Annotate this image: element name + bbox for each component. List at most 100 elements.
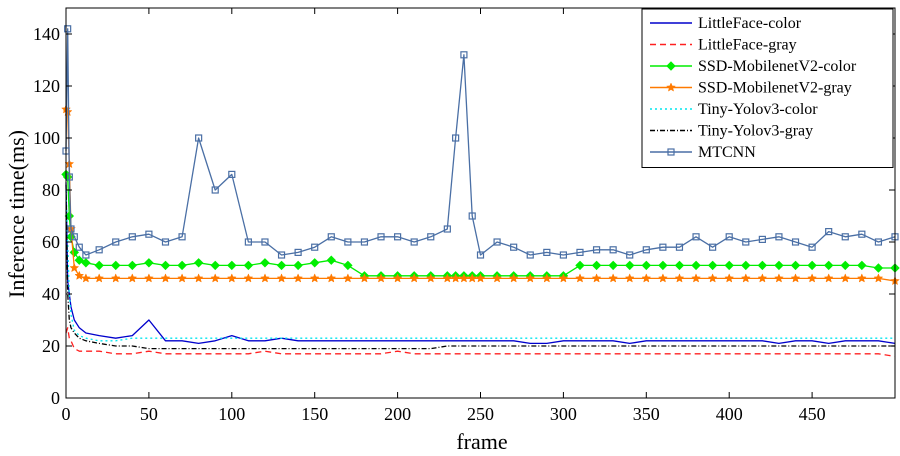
- data-point: [293, 273, 304, 283]
- y-tick-label: 80: [42, 180, 60, 200]
- data-point: [392, 273, 403, 283]
- data-point: [75, 243, 83, 251]
- data-point: [326, 273, 337, 283]
- data-point: [674, 273, 685, 283]
- data-point: [493, 238, 501, 246]
- x-tick-label: 100: [218, 404, 245, 424]
- data-point: [344, 238, 352, 246]
- y-tick-label: 60: [42, 232, 60, 252]
- data-point: [69, 262, 80, 273]
- data-point: [543, 248, 551, 256]
- data-point: [326, 255, 336, 265]
- data-point: [807, 273, 818, 283]
- data-point: [128, 233, 136, 241]
- data-point: [145, 230, 153, 238]
- data-point: [452, 134, 460, 142]
- data-point: [359, 273, 370, 283]
- data-point: [64, 25, 72, 33]
- data-point: [460, 51, 468, 59]
- data-point: [510, 243, 518, 251]
- series-line: [65, 28, 896, 256]
- data-point: [211, 186, 219, 194]
- data-point: [67, 225, 75, 233]
- x-tick-label: 350: [633, 404, 660, 424]
- data-point: [740, 273, 751, 283]
- data-point: [657, 273, 668, 283]
- data-point: [742, 238, 750, 246]
- series-line: [65, 184, 895, 350]
- legend-marker: [667, 148, 675, 156]
- legend-marker: [666, 82, 676, 92]
- y-axis-label: Inference time(ms): [4, 130, 29, 298]
- data-point: [790, 273, 801, 283]
- data-point: [475, 273, 486, 283]
- data-point: [873, 263, 884, 273]
- data-point: [525, 273, 536, 283]
- series-line: [65, 327, 896, 358]
- data-point: [442, 273, 453, 283]
- data-point: [161, 238, 170, 246]
- data-point: [775, 233, 783, 241]
- data-point: [226, 273, 237, 283]
- data-point: [110, 273, 121, 283]
- data-point: [691, 260, 701, 271]
- x-tick-label: 300: [550, 404, 577, 424]
- data-point: [409, 273, 420, 283]
- data-point: [707, 273, 718, 283]
- data-point: [160, 260, 171, 271]
- data-point: [724, 260, 734, 271]
- data-point: [193, 258, 204, 268]
- series-3: [61, 104, 900, 286]
- data-point: [127, 273, 138, 283]
- data-point: [641, 273, 652, 283]
- data-point: [476, 251, 485, 259]
- data-point: [376, 273, 386, 283]
- legend-label: MTCNN: [698, 144, 756, 161]
- data-point: [558, 273, 569, 283]
- data-point: [144, 258, 154, 268]
- data-point: [658, 260, 668, 271]
- data-point: [112, 238, 120, 246]
- data-point: [808, 243, 816, 251]
- data-point: [791, 238, 800, 246]
- data-point: [576, 248, 584, 256]
- data-point: [841, 233, 849, 241]
- data-point: [260, 273, 270, 283]
- series-line: [65, 189, 895, 342]
- data-point: [210, 260, 220, 271]
- data-point: [757, 260, 768, 271]
- data-point: [82, 251, 90, 259]
- legend-label: Tiny-Yolov3-gray: [698, 123, 813, 140]
- data-point: [591, 273, 602, 283]
- data-point: [741, 260, 751, 271]
- y-tick-label: 20: [42, 336, 60, 356]
- data-point: [195, 134, 203, 142]
- data-point: [458, 273, 469, 283]
- data-point: [758, 235, 766, 243]
- data-point: [707, 260, 718, 271]
- data-point: [243, 260, 254, 271]
- data-point: [856, 273, 867, 283]
- data-point: [261, 238, 269, 246]
- data-point: [210, 273, 221, 283]
- data-point: [874, 238, 883, 246]
- data-point: [642, 246, 650, 254]
- data-point: [641, 260, 652, 271]
- data-point: [725, 233, 733, 241]
- data-point: [111, 260, 121, 271]
- data-point: [394, 233, 402, 241]
- data-point: [691, 273, 701, 283]
- series-5: [65, 184, 895, 350]
- series-line: [65, 109, 896, 282]
- data-point: [143, 273, 154, 283]
- data-point: [193, 273, 204, 283]
- x-tick-label: 50: [140, 404, 158, 424]
- data-point: [81, 258, 91, 268]
- data-point: [608, 260, 618, 271]
- data-point: [343, 260, 353, 271]
- data-point: [467, 273, 478, 283]
- data-point: [243, 273, 254, 283]
- data-point: [95, 246, 103, 254]
- data-point: [840, 273, 851, 283]
- legend-label: Tiny-Yolov3-color: [698, 101, 818, 118]
